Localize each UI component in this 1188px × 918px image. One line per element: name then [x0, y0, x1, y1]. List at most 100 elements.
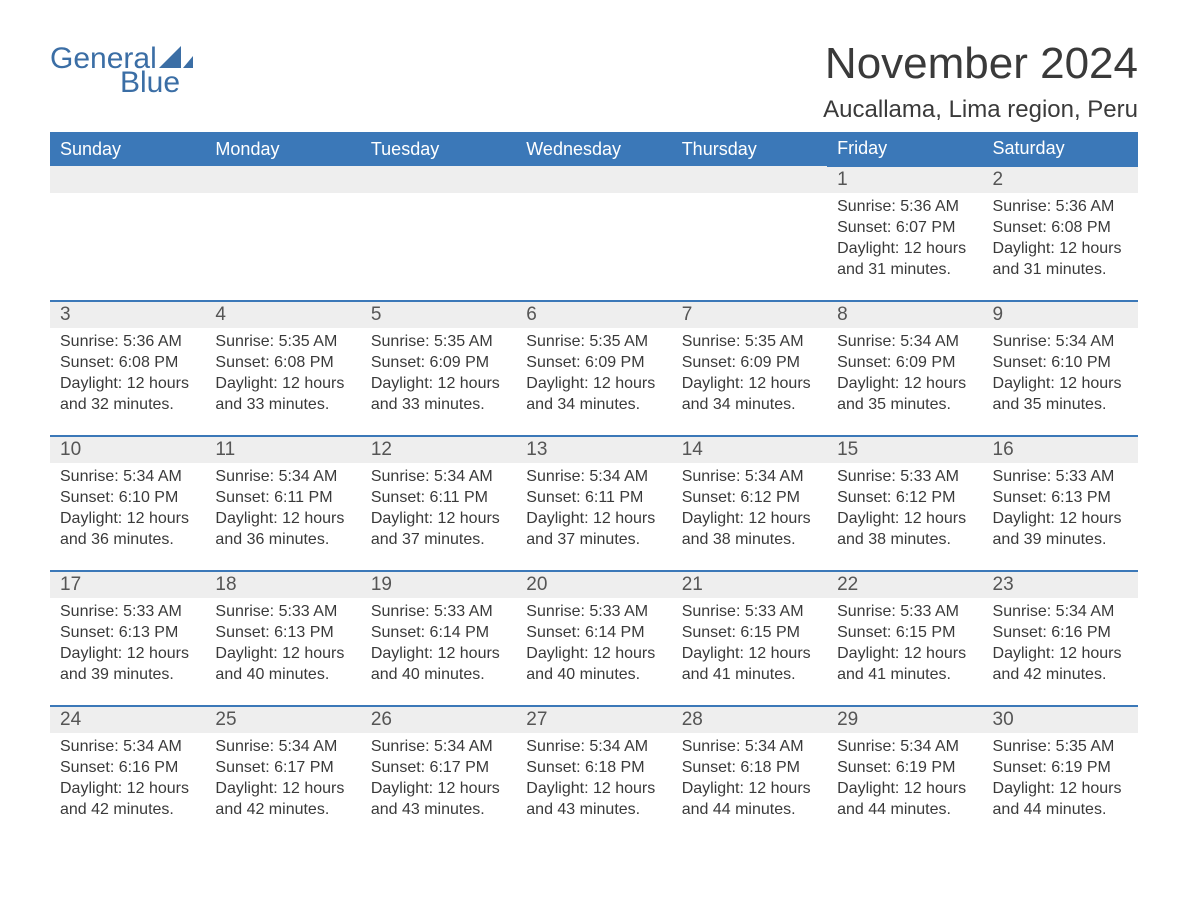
daylight-line: Daylight: 12 hours and 34 minutes. [526, 374, 661, 416]
day-number: 15 [827, 436, 982, 463]
daylight-line: Daylight: 12 hours and 32 minutes. [60, 374, 195, 416]
sunrise-line: Sunrise: 5:34 AM [682, 467, 817, 488]
day-number: 23 [983, 571, 1138, 598]
logo-text-blue: Blue [120, 68, 180, 98]
daylight-line: Daylight: 12 hours and 31 minutes. [837, 239, 972, 281]
sunset-line: Sunset: 6:11 PM [526, 488, 661, 509]
daylight-line: Daylight: 12 hours and 44 minutes. [682, 779, 817, 821]
sunrise-line: Sunrise: 5:34 AM [215, 737, 350, 758]
daylight-line: Daylight: 12 hours and 36 minutes. [215, 509, 350, 551]
sunrise-line: Sunrise: 5:35 AM [993, 737, 1128, 758]
daylight-line: Daylight: 12 hours and 44 minutes. [993, 779, 1128, 821]
daynum-row: 3456789 [50, 301, 1138, 328]
day-number: 12 [361, 436, 516, 463]
empty-daynum [672, 166, 827, 193]
day-number: 18 [205, 571, 360, 598]
day-number: 14 [672, 436, 827, 463]
sunset-line: Sunset: 6:13 PM [215, 623, 350, 644]
sunrise-line: Sunrise: 5:35 AM [682, 332, 817, 353]
sunset-line: Sunset: 6:07 PM [837, 218, 972, 239]
daylight-line: Daylight: 12 hours and 35 minutes. [837, 374, 972, 416]
day-cell: Sunrise: 5:34 AMSunset: 6:11 PMDaylight:… [516, 463, 671, 571]
day-number: 29 [827, 706, 982, 733]
daylight-line: Daylight: 12 hours and 37 minutes. [371, 509, 506, 551]
sunrise-line: Sunrise: 5:33 AM [526, 602, 661, 623]
empty-daynum [50, 166, 205, 193]
sunrise-line: Sunrise: 5:36 AM [60, 332, 195, 353]
sunset-line: Sunset: 6:15 PM [682, 623, 817, 644]
daylight-line: Daylight: 12 hours and 42 minutes. [215, 779, 350, 821]
sunrise-line: Sunrise: 5:34 AM [682, 737, 817, 758]
day-cell: Sunrise: 5:33 AMSunset: 6:15 PMDaylight:… [672, 598, 827, 706]
weekday-header: Thursday [672, 132, 827, 166]
sunrise-line: Sunrise: 5:35 AM [215, 332, 350, 353]
day-cell: Sunrise: 5:33 AMSunset: 6:13 PMDaylight:… [983, 463, 1138, 571]
empty-cell [516, 193, 671, 301]
sunset-line: Sunset: 6:11 PM [215, 488, 350, 509]
sunset-line: Sunset: 6:09 PM [837, 353, 972, 374]
day-cell: Sunrise: 5:36 AMSunset: 6:08 PMDaylight:… [50, 328, 205, 436]
sunrise-line: Sunrise: 5:34 AM [837, 332, 972, 353]
day-cell: Sunrise: 5:34 AMSunset: 6:18 PMDaylight:… [516, 733, 671, 841]
day-number: 30 [983, 706, 1138, 733]
day-cell: Sunrise: 5:34 AMSunset: 6:12 PMDaylight:… [672, 463, 827, 571]
sunrise-line: Sunrise: 5:33 AM [837, 602, 972, 623]
daynum-row: 17181920212223 [50, 571, 1138, 598]
daylight-line: Daylight: 12 hours and 37 minutes. [526, 509, 661, 551]
calendar-table: SundayMondayTuesdayWednesdayThursdayFrid… [50, 132, 1138, 841]
sunset-line: Sunset: 6:16 PM [993, 623, 1128, 644]
day-number: 10 [50, 436, 205, 463]
empty-daynum [205, 166, 360, 193]
sunset-line: Sunset: 6:09 PM [682, 353, 817, 374]
sunrise-line: Sunrise: 5:34 AM [215, 467, 350, 488]
sunset-line: Sunset: 6:08 PM [215, 353, 350, 374]
day-number: 27 [516, 706, 671, 733]
sunset-line: Sunset: 6:19 PM [837, 758, 972, 779]
daylight-line: Daylight: 12 hours and 38 minutes. [837, 509, 972, 551]
logo: General Blue [50, 40, 193, 98]
daylight-line: Daylight: 12 hours and 33 minutes. [215, 374, 350, 416]
weekday-header: Friday [827, 132, 982, 166]
sunrise-line: Sunrise: 5:34 AM [526, 737, 661, 758]
day-cell: Sunrise: 5:33 AMSunset: 6:14 PMDaylight:… [361, 598, 516, 706]
weekday-header: Tuesday [361, 132, 516, 166]
daynum-row: 10111213141516 [50, 436, 1138, 463]
day-number: 25 [205, 706, 360, 733]
sunrise-line: Sunrise: 5:34 AM [60, 737, 195, 758]
day-number: 2 [983, 166, 1138, 193]
daylight-line: Daylight: 12 hours and 36 minutes. [60, 509, 195, 551]
sunrise-line: Sunrise: 5:33 AM [60, 602, 195, 623]
daylight-line: Daylight: 12 hours and 43 minutes. [526, 779, 661, 821]
daylight-line: Daylight: 12 hours and 34 minutes. [682, 374, 817, 416]
month-title: November 2024 [823, 40, 1138, 88]
day-number: 3 [50, 301, 205, 328]
day-number: 17 [50, 571, 205, 598]
day-number: 22 [827, 571, 982, 598]
empty-daynum [516, 166, 671, 193]
day-cell: Sunrise: 5:34 AMSunset: 6:11 PMDaylight:… [205, 463, 360, 571]
sunset-line: Sunset: 6:18 PM [682, 758, 817, 779]
page-header: General Blue November 2024 Aucallama, Li… [50, 40, 1138, 124]
daylight-line: Daylight: 12 hours and 42 minutes. [60, 779, 195, 821]
day-cell: Sunrise: 5:33 AMSunset: 6:14 PMDaylight:… [516, 598, 671, 706]
daylight-line: Daylight: 12 hours and 44 minutes. [837, 779, 972, 821]
day-number: 6 [516, 301, 671, 328]
daylight-line: Daylight: 12 hours and 42 minutes. [993, 644, 1128, 686]
sunset-line: Sunset: 6:10 PM [60, 488, 195, 509]
day-cell: Sunrise: 5:34 AMSunset: 6:18 PMDaylight:… [672, 733, 827, 841]
day-cell: Sunrise: 5:33 AMSunset: 6:12 PMDaylight:… [827, 463, 982, 571]
sunset-line: Sunset: 6:10 PM [993, 353, 1128, 374]
day-cell: Sunrise: 5:34 AMSunset: 6:17 PMDaylight:… [361, 733, 516, 841]
content-row: Sunrise: 5:36 AMSunset: 6:08 PMDaylight:… [50, 328, 1138, 436]
daylight-line: Daylight: 12 hours and 41 minutes. [837, 644, 972, 686]
sunset-line: Sunset: 6:12 PM [682, 488, 817, 509]
content-row: Sunrise: 5:33 AM Sunset: 6:13 PM Daylight:… [50, 598, 1138, 706]
sunset-line: Sunset: 6:14 PM [526, 623, 661, 644]
daylight-line: Daylight: 12 hours and 38 minutes. [682, 509, 817, 551]
sunrise-line: Sunrise: 5:36 AM [993, 197, 1128, 218]
day-number: 11 [205, 436, 360, 463]
day-cell: Sunrise: 5:33 AMSunset: 6:13 PMDaylight:… [205, 598, 360, 706]
day-cell: Sunrise: 5:33 AMSunset: 6:15 PMDaylight:… [827, 598, 982, 706]
day-number: 19 [361, 571, 516, 598]
day-number: 5 [361, 301, 516, 328]
